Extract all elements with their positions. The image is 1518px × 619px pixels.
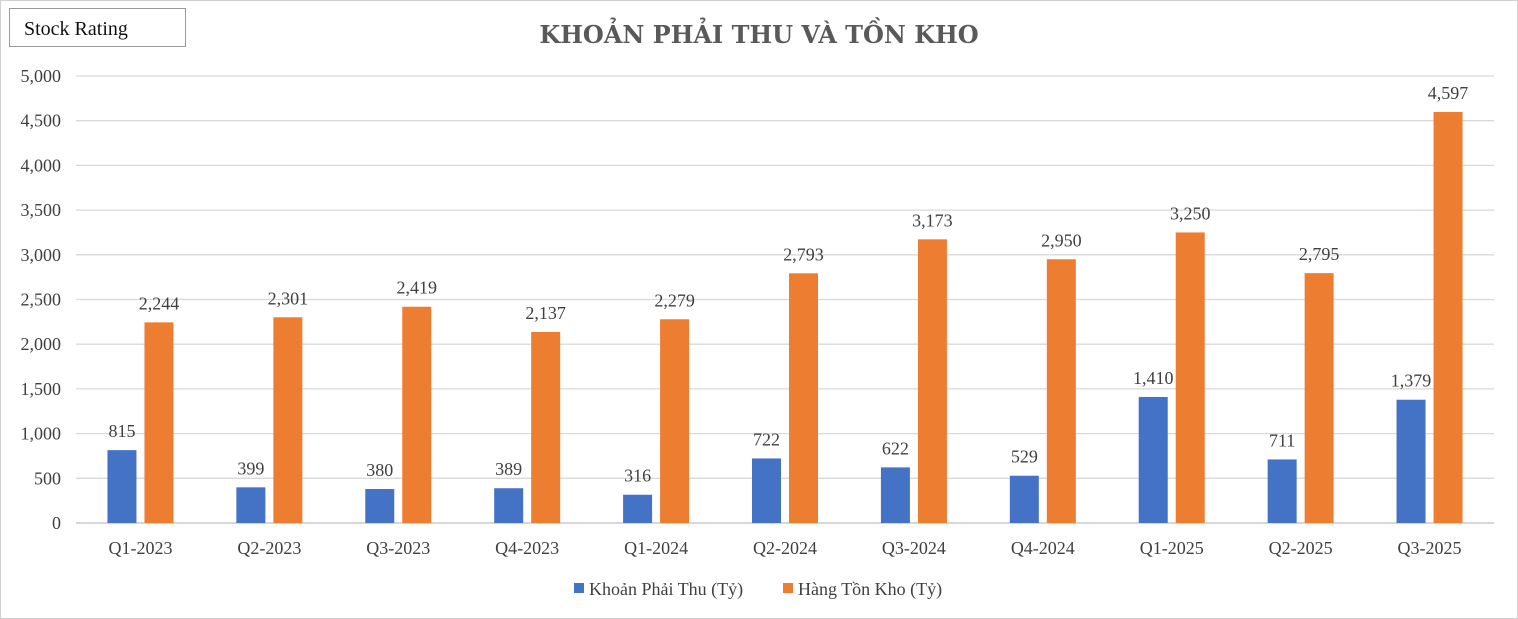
bar-hang-ton-kho (1304, 273, 1334, 523)
y-tick-label: 3,500 (21, 200, 62, 220)
bar-hang-ton-kho (660, 319, 690, 523)
data-label: 2,795 (1299, 244, 1340, 264)
x-tick-label: Q1-2025 (1140, 538, 1204, 558)
legend-label: Khoản Phải Thu (Tỷ) (589, 579, 743, 600)
y-tick-label: 500 (34, 468, 61, 488)
x-tick-label: Q2-2023 (237, 538, 301, 558)
bar-khoan-phai-thu (236, 487, 266, 523)
bar-khoan-phai-thu (1396, 399, 1426, 523)
bars (107, 112, 1463, 523)
bar-hang-ton-kho (531, 331, 561, 523)
data-label: 316 (624, 466, 651, 486)
bar-khoan-phai-thu (365, 489, 395, 523)
y-tick-label: 1,000 (21, 424, 62, 444)
bar-hang-ton-kho (273, 317, 303, 523)
x-tick-label: Q1-2023 (108, 538, 172, 558)
data-label: 622 (882, 438, 909, 458)
y-axis: 0 500 1,000 1,500 2,000 2,500 3,000 3,500 4,000 4… (21, 66, 62, 533)
stock-rating-badge: Stock Rating (9, 8, 186, 47)
bar-khoan-phai-thu (752, 458, 781, 523)
data-label: 4,597 (1428, 83, 1469, 103)
y-tick-label: 3,000 (21, 245, 62, 265)
bar-hang-ton-kho (917, 239, 947, 523)
data-label: 711 (1269, 430, 1295, 450)
x-tick-label: Q3-2024 (882, 538, 946, 558)
data-label: 815 (108, 421, 135, 441)
bar-hang-ton-kho (144, 322, 174, 523)
data-label: 3,250 (1170, 203, 1211, 223)
y-tick-label: 0 (52, 513, 61, 533)
data-label: 1,379 (1391, 371, 1432, 391)
bar-khoan-phai-thu (494, 488, 524, 523)
data-label: 2,301 (268, 288, 309, 308)
bar-hang-ton-kho (789, 273, 818, 523)
gridlines (76, 75, 1494, 524)
data-label: 2,793 (783, 244, 824, 264)
x-axis: Q1-2023 Q2-2023 Q3-2023 Q4-2023 Q1-2024 Q2-20… (108, 538, 1461, 558)
data-label: 380 (366, 460, 393, 480)
legend-swatch (574, 583, 584, 593)
data-label: 722 (753, 429, 780, 449)
bar-hang-ton-kho (1175, 232, 1205, 523)
legend-swatch (783, 583, 793, 593)
x-tick-label: Q1-2024 (624, 538, 688, 558)
data-label: 2,244 (139, 293, 180, 313)
bar-khoan-phai-thu (1138, 396, 1168, 523)
x-tick-label: Q2-2024 (753, 538, 817, 558)
data-label: 2,419 (397, 278, 438, 298)
data-label: 529 (1011, 447, 1038, 467)
bar-hang-ton-kho (1433, 112, 1463, 523)
bar-hang-ton-kho (1046, 259, 1076, 523)
legend: Khoản Phải Thu (Tỷ) Hàng Tồn Kho (Tỷ) (574, 579, 942, 600)
bar-khoan-phai-thu (1009, 475, 1039, 523)
bar-hang-ton-kho (402, 306, 432, 523)
bar-khoan-phai-thu (107, 450, 137, 523)
x-tick-label: Q4-2023 (495, 538, 559, 558)
y-tick-label: 2,500 (21, 290, 62, 310)
y-tick-label: 2,000 (21, 334, 62, 354)
x-tick-label: Q4-2024 (1011, 538, 1075, 558)
data-label: 2,950 (1041, 230, 1082, 250)
x-tick-label: Q3-2025 (1398, 538, 1462, 558)
data-label: 3,173 (912, 210, 953, 230)
data-label: 389 (495, 459, 522, 479)
bar-khoan-phai-thu (623, 494, 653, 523)
x-tick-label: Q3-2023 (366, 538, 430, 558)
chart-title: KHOẢN PHẢI THU VÀ TỒN KHO (539, 17, 978, 49)
bar-khoan-phai-thu (1267, 459, 1297, 523)
data-labels: 815 2,244 399 2,301 380 2,419 389 2,137 316 2,279… (108, 83, 1468, 486)
data-label: 1,410 (1133, 368, 1174, 388)
y-tick-label: 4,500 (21, 111, 62, 131)
data-label: 2,137 (525, 303, 566, 323)
bar-khoan-phai-thu (880, 467, 910, 523)
y-tick-label: 5,000 (21, 66, 62, 86)
data-label: 2,279 (654, 290, 695, 310)
y-tick-label: 1,500 (21, 379, 62, 399)
x-tick-label: Q2-2025 (1269, 538, 1333, 558)
data-label: 399 (237, 458, 264, 478)
y-tick-label: 4,000 (21, 155, 62, 175)
legend-label: Hàng Tồn Kho (Tỷ) (798, 579, 942, 600)
